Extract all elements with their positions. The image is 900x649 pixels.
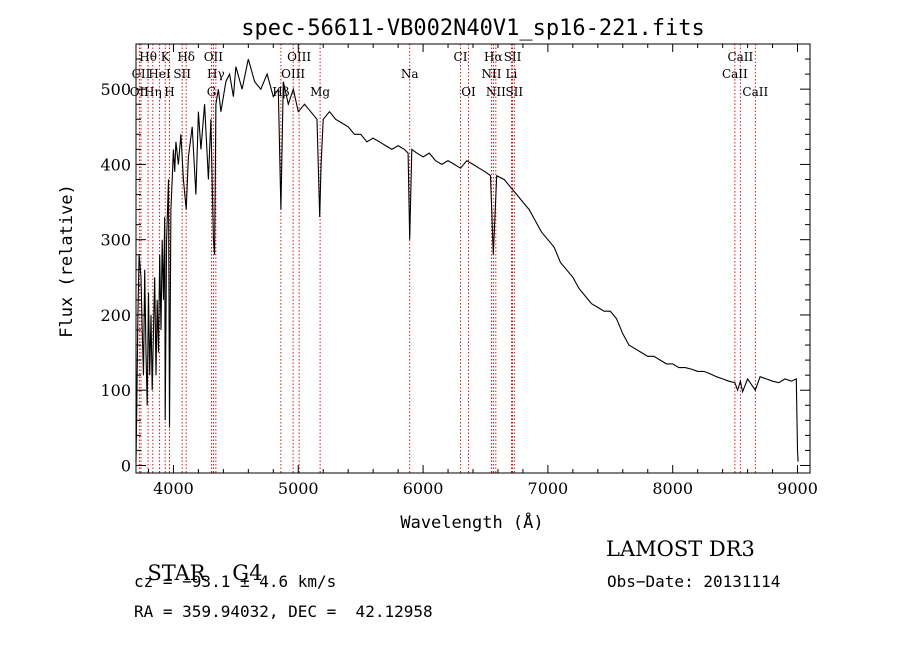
line-marker-label: SII bbox=[173, 67, 191, 81]
line-marker-label: OIII bbox=[281, 67, 305, 81]
plot-frame bbox=[135, 43, 811, 474]
y-tick-label: 300 bbox=[100, 231, 131, 250]
line-marker-label: HeI bbox=[148, 67, 171, 81]
survey-name: LAMOST DR3 bbox=[606, 537, 755, 561]
line-marker-label: OI bbox=[461, 85, 476, 99]
line-marker-label: Hγ bbox=[207, 67, 225, 81]
chart-title: spec-56611-VB002N40V1_sp16-221.fits bbox=[241, 16, 705, 41]
line-marker-label: Hθ bbox=[139, 50, 157, 64]
line-marker-label: SII bbox=[505, 85, 523, 99]
object-subclass: G4 bbox=[232, 561, 263, 585]
y-axis-label: Flux (relative) bbox=[57, 184, 77, 338]
object-class: STAR bbox=[147, 561, 206, 585]
line-marker-label: OII bbox=[204, 50, 224, 64]
line-marker-label: K bbox=[161, 50, 171, 64]
line-marker-label: H bbox=[164, 85, 174, 99]
observation-date: Obs−Date: 20131114 bbox=[607, 572, 781, 591]
y-axis-ticks: 0 100 200 300 400 500 bbox=[100, 58, 810, 475]
line-marker-label: Hα bbox=[484, 50, 503, 64]
line-marker-label: Li bbox=[506, 67, 518, 81]
line-marker-label: Hη bbox=[144, 85, 162, 99]
line-marker-label: CI bbox=[454, 50, 468, 64]
line-marker-label: SII bbox=[504, 50, 522, 64]
sky-coordinates: RA = 359.94032, DEC = 42.12958 bbox=[134, 602, 433, 621]
line-marker-label: OII bbox=[130, 85, 150, 99]
line-marker-label: CaII bbox=[722, 67, 748, 81]
x-axis-label: Wavelength (Å) bbox=[400, 511, 543, 533]
x-tick-label: 6000 bbox=[403, 479, 444, 498]
line-marker-label: CaII bbox=[742, 85, 768, 99]
redshift-velocity: cz = −93.1 ± 4.6 km/s bbox=[134, 572, 337, 591]
x-tick-label: 4000 bbox=[153, 479, 194, 498]
x-axis-ticks: 4000 5000 6000 7000 8000 9000 bbox=[147, 44, 818, 498]
spectrum-line bbox=[135, 58, 799, 462]
x-tick-label: 5000 bbox=[278, 479, 319, 498]
y-tick-label: 100 bbox=[100, 381, 131, 400]
line-marker-label: G bbox=[207, 85, 217, 99]
line-marker-label: Mg bbox=[310, 85, 330, 99]
y-tick-label: 400 bbox=[100, 155, 131, 174]
y-tick-label: 200 bbox=[100, 306, 131, 325]
line-marker-label: Na bbox=[401, 67, 419, 81]
object-class-line: STAR G4 bbox=[134, 537, 262, 585]
x-tick-label: 9000 bbox=[777, 479, 818, 498]
line-marker-label: OIII bbox=[287, 50, 311, 64]
line-marker-label: NII bbox=[486, 85, 506, 99]
y-tick-label: 0 bbox=[121, 456, 131, 475]
line-marker-label: Hδ bbox=[177, 50, 195, 64]
x-tick-label: 7000 bbox=[528, 479, 569, 498]
y-tick-label: 500 bbox=[100, 80, 131, 99]
line-marker-label: CaII bbox=[727, 50, 753, 64]
line-marker-label: NII bbox=[481, 67, 501, 81]
emission-line-markers bbox=[138, 44, 756, 473]
x-tick-label: 8000 bbox=[652, 479, 693, 498]
